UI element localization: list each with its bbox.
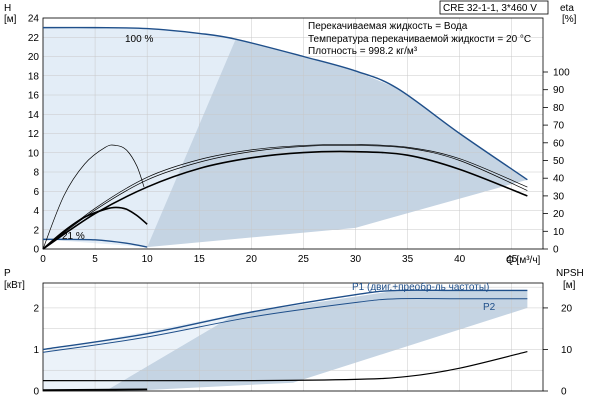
top-operating-envelope — [43, 27, 528, 248]
top-right-tick-label: 60 — [553, 138, 565, 149]
x-tick-label: 10 — [142, 254, 154, 265]
top-left-axis-unit: [м] — [4, 14, 17, 25]
top-right-tick-label: 20 — [553, 209, 565, 220]
bottom-frame — [42, 282, 544, 392]
top-left-tick-label: 12 — [28, 129, 40, 140]
bottom-left-axis-label: P — [4, 268, 11, 279]
p2-legend-label: P2 — [483, 302, 496, 313]
bottom-curve-series-0 — [42, 289, 528, 351]
top-curve-eta100 — [42, 150, 528, 250]
top-right-tick-label: 100 — [553, 68, 570, 79]
bottom-right-tick-label: 10 — [561, 345, 573, 356]
tick-labels: 0246810121416182022240102030405060708090… — [28, 14, 573, 398]
top-curve-etaP1 — [42, 144, 528, 250]
x-tick-label: 15 — [194, 254, 206, 265]
top-left-tick-label: 4 — [33, 206, 39, 217]
top-left-tick-label: 14 — [28, 110, 40, 121]
bottom-curve-p21 — [42, 388, 148, 392]
top-right-tick-label: 50 — [553, 156, 565, 167]
top-left-tick-label: 16 — [28, 91, 40, 102]
top-left-tick-label: 24 — [28, 14, 40, 25]
title-box-text: CRE 32-1-1, 3*460 V — [443, 3, 537, 14]
x-tick-label: 20 — [246, 254, 258, 265]
top-right-axis-label: eta — [560, 3, 574, 14]
top-right-tick-label: 80 — [553, 103, 565, 114]
x-tick-label: 0 — [40, 254, 46, 265]
bottom-left-tick-label: 2 — [33, 303, 39, 314]
bottom-left-axis-unit: [кВт] — [4, 280, 25, 291]
bottom-curve-npsh — [42, 350, 528, 382]
bottom-left-tick-label: 0 — [33, 387, 39, 398]
info-density: Плотность = 998.2 кг/м³ — [308, 46, 418, 57]
top-right-tick-label: 30 — [553, 191, 565, 202]
x-axis-label: Q [м³/ч] — [506, 255, 541, 266]
x-tick-label: 45 — [506, 254, 518, 265]
top-left-tick-label: 0 — [33, 245, 39, 256]
curves-layer — [42, 26, 528, 392]
top-left-tick-label: 8 — [33, 168, 39, 179]
x-tick-label: 5 — [92, 254, 98, 265]
top-left-tick-label: 18 — [28, 71, 40, 82]
top-left-tick-label: 22 — [28, 33, 40, 44]
bottom-left-tick-label: 1 — [33, 345, 39, 356]
top-curve-h100 — [42, 26, 528, 181]
bottom-right-tick-label: 20 — [561, 303, 573, 314]
bottom-curve-series-1 — [42, 298, 528, 353]
top-left-tick-label: 20 — [28, 52, 40, 63]
bottom-operating-envelope — [43, 290, 528, 391]
bottom-envelope-area — [105, 290, 528, 391]
top-left-tick-label: 10 — [28, 148, 40, 159]
top-right-axis-unit: [%] — [562, 14, 577, 25]
top-right-tick-label: 40 — [553, 174, 565, 185]
top-curve-etaP21 — [42, 144, 145, 250]
bottom-right-axis-label: NPSH — [556, 268, 584, 279]
bottom-light-envelope-area — [43, 314, 236, 391]
dark-envelope-area — [147, 39, 528, 248]
x-tick-label: 40 — [454, 254, 466, 265]
bottom-right-tick-label: 0 — [561, 387, 567, 398]
top-curve-eta21 — [42, 206, 148, 250]
top-curve-etaP2 — [42, 144, 528, 250]
top-left-axis-label: H — [4, 3, 11, 14]
x-tick-label: 35 — [402, 254, 414, 265]
speed-100-label: 100 % — [125, 34, 153, 45]
x-tick-label: 25 — [298, 254, 310, 265]
top-right-tick-label: 0 — [553, 245, 559, 256]
top-left-tick-label: 6 — [33, 187, 39, 198]
title-box — [439, 0, 549, 15]
top-right-tick-label: 70 — [553, 121, 565, 132]
info-liquid: Перекачиваемая жидкость = Вода — [308, 21, 468, 32]
top-left-tick-label: 2 — [33, 225, 39, 236]
top-right-tick-label: 10 — [553, 227, 565, 238]
x-tick-label: 30 — [350, 254, 362, 265]
p1-legend-label: P1 (двиг.+преобр-ль частоты) — [352, 281, 489, 293]
info-temperature: Температура перекачиваемой жидкости = 20… — [308, 34, 531, 45]
top-right-tick-label: 90 — [553, 85, 565, 96]
bottom-right-axis-unit: [м] — [563, 280, 576, 291]
top-frame — [42, 17, 544, 250]
speed-21-label: 21 % — [62, 231, 85, 242]
